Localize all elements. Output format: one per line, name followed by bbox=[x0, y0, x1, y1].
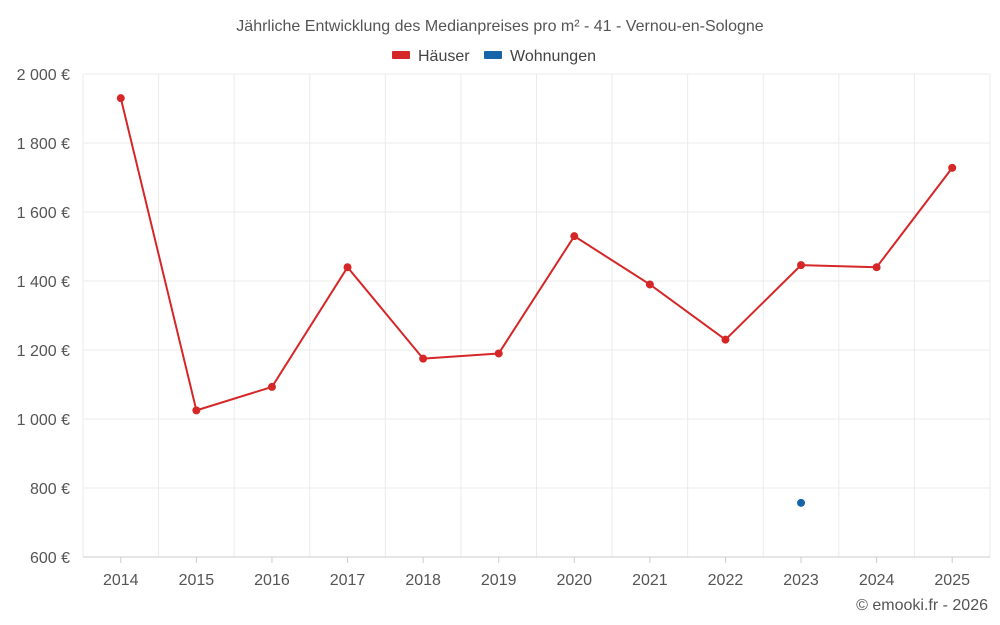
data-point-haeuser[interactable] bbox=[948, 164, 956, 172]
y-tick-label: 800 € bbox=[30, 481, 70, 498]
y-tick-label: 1 600 € bbox=[17, 205, 70, 222]
data-point-haeuser[interactable] bbox=[495, 349, 503, 357]
y-axis: 600 € 800 € 1 000 € 1 200 € 1 400 € 1 600 € 1 … bbox=[17, 67, 70, 567]
x-tick-label: 2025 bbox=[934, 572, 970, 589]
y-tick-label: 1 000 € bbox=[17, 412, 70, 429]
y-tick-label: 1 400 € bbox=[17, 274, 70, 291]
y-tick-label: 2 000 € bbox=[17, 67, 70, 84]
grid bbox=[83, 74, 990, 557]
x-tick-label: 2022 bbox=[708, 572, 744, 589]
data-point-haeuser[interactable] bbox=[117, 94, 125, 102]
x-tick-label: 2020 bbox=[556, 572, 592, 589]
y-tick-label: 600 € bbox=[30, 550, 70, 567]
legend-item-haeuser[interactable]: Häuser bbox=[392, 48, 470, 65]
data-point-haeuser[interactable] bbox=[268, 383, 276, 391]
data-point-haeuser[interactable] bbox=[192, 406, 200, 414]
data-point-haeuser[interactable] bbox=[646, 280, 654, 288]
x-tick-label: 2017 bbox=[330, 572, 366, 589]
legend-label-haeuser: Häuser bbox=[418, 48, 470, 65]
data-point-haeuser[interactable] bbox=[721, 336, 729, 344]
x-tick-label: 2014 bbox=[103, 572, 139, 589]
data-point-haeuser[interactable] bbox=[797, 261, 805, 269]
data-point-wohnungen[interactable] bbox=[797, 499, 805, 507]
x-axis: 2014 2015 2016 2017 2018 2019 2020 2021 2022 2023… bbox=[103, 557, 970, 589]
data-point-haeuser[interactable] bbox=[873, 263, 881, 271]
legend: Häuser Wohnungen bbox=[392, 48, 596, 65]
y-tick-label: 1 200 € bbox=[17, 343, 70, 360]
y-tick-label: 1 800 € bbox=[17, 136, 70, 153]
x-tick-label: 2016 bbox=[254, 572, 290, 589]
x-tick-label: 2021 bbox=[632, 572, 668, 589]
legend-label-wohnungen: Wohnungen bbox=[510, 48, 596, 65]
x-tick-label: 2019 bbox=[481, 572, 517, 589]
legend-swatch-wohnungen bbox=[484, 51, 502, 59]
data-point-haeuser[interactable] bbox=[570, 232, 578, 240]
credit-text: © emooki.fr - 2026 bbox=[856, 597, 988, 614]
chart: Jährliche Entwicklung des Medianpreises … bbox=[0, 0, 1000, 625]
chart-title: Jährliche Entwicklung des Medianpreises … bbox=[236, 18, 763, 35]
x-tick-label: 2018 bbox=[405, 572, 441, 589]
x-tick-label: 2023 bbox=[783, 572, 819, 589]
x-tick-label: 2024 bbox=[859, 572, 895, 589]
x-tick-label: 2015 bbox=[179, 572, 215, 589]
legend-swatch-haeuser bbox=[392, 51, 410, 59]
data-point-haeuser[interactable] bbox=[344, 263, 352, 271]
legend-item-wohnungen[interactable]: Wohnungen bbox=[484, 48, 596, 65]
data-point-haeuser[interactable] bbox=[419, 355, 427, 363]
